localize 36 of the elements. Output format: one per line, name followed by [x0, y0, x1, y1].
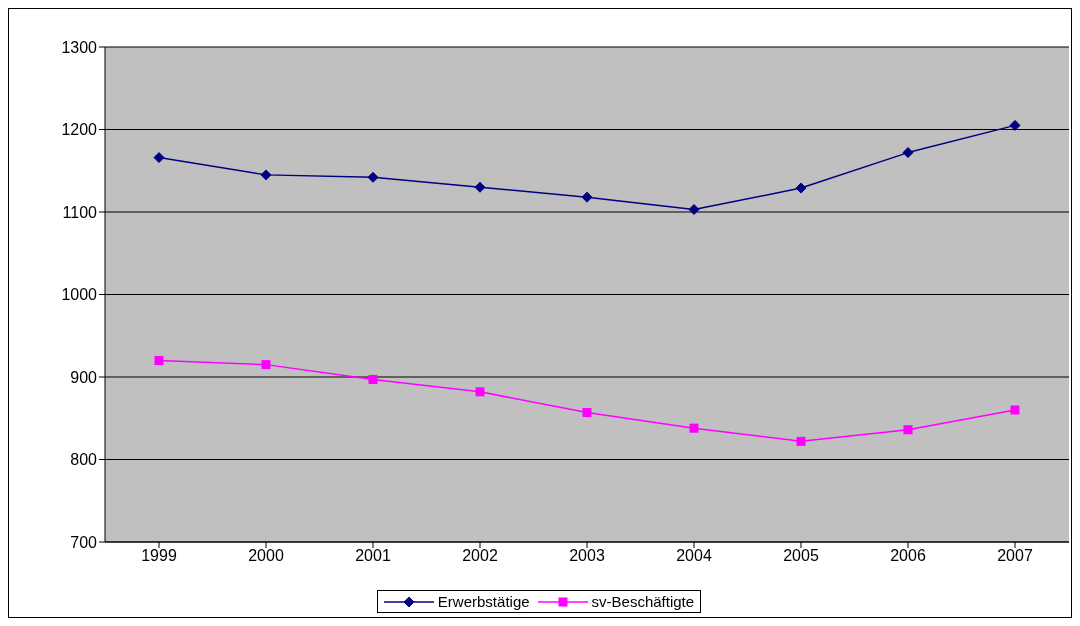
- point: [581, 191, 593, 203]
- x-tick-label: 2000: [248, 547, 284, 565]
- point: [368, 374, 378, 384]
- x-tick-label: 2004: [676, 547, 712, 565]
- point: [796, 436, 806, 446]
- point: [154, 356, 164, 365]
- x-tick-label: 2006: [890, 547, 926, 565]
- y-tick-label: 1000: [61, 286, 98, 304]
- point: [902, 147, 914, 159]
- point: [582, 407, 592, 417]
- x-tick-label: 2003: [569, 547, 605, 565]
- y-tick-label: 800: [70, 451, 98, 469]
- y-tick-label: 1100: [62, 203, 98, 221]
- legend-label: Erwerbstätige: [436, 593, 530, 610]
- x-tick-label: 2002: [462, 547, 498, 565]
- point: [260, 169, 272, 181]
- y-tick-label: 900: [70, 368, 98, 386]
- y-tick-label: 1300: [61, 38, 98, 56]
- x-tick-label: 1999: [141, 547, 177, 565]
- point: [475, 387, 485, 397]
- point: [474, 181, 486, 193]
- y-tick-label: 700: [70, 533, 98, 551]
- point: [367, 171, 379, 183]
- legend-label: sv-Beschäftigte: [590, 593, 695, 610]
- point: [689, 423, 699, 433]
- x-tick-label: 2001: [355, 547, 391, 565]
- point: [795, 182, 807, 194]
- point: [153, 152, 165, 164]
- point: [261, 360, 271, 370]
- point: [1010, 405, 1020, 415]
- point: [1009, 119, 1021, 131]
- y-tick-label: 1200: [61, 121, 98, 139]
- x-tick-label: 2005: [783, 547, 819, 565]
- x-tick-label: 2007: [997, 547, 1033, 565]
- point: [903, 425, 913, 435]
- point: [688, 204, 700, 216]
